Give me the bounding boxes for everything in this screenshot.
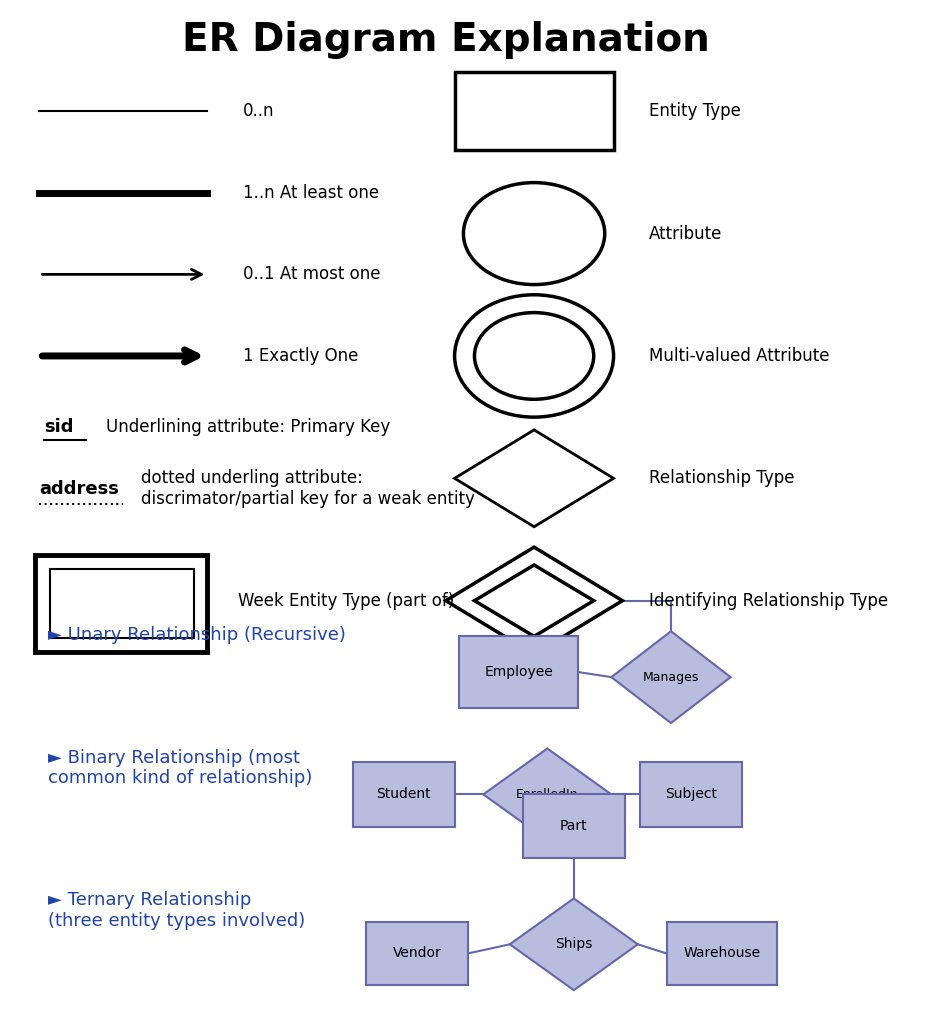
FancyBboxPatch shape (36, 555, 208, 652)
Ellipse shape (454, 295, 613, 417)
Text: sid: sid (44, 418, 74, 436)
Text: Employee: Employee (484, 665, 553, 680)
Text: Ships: Ships (555, 938, 593, 951)
Text: dotted underling attribute:
discrimator/partial key for a weak entity: dotted underling attribute: discrimator/… (141, 469, 475, 508)
Text: Multi-valued Attribute: Multi-valued Attribute (649, 347, 829, 365)
Ellipse shape (464, 183, 605, 285)
FancyBboxPatch shape (50, 570, 194, 638)
Polygon shape (483, 748, 611, 840)
Text: ER Diagram Explanation: ER Diagram Explanation (182, 21, 710, 59)
FancyBboxPatch shape (640, 762, 741, 828)
Polygon shape (611, 631, 730, 723)
FancyBboxPatch shape (523, 795, 625, 857)
Text: Underlining attribute: Primary Key: Underlining attribute: Primary Key (106, 418, 390, 436)
Text: Week Entity Type (part of): Week Entity Type (part of) (238, 592, 454, 610)
Text: Identifying Relationship Type: Identifying Relationship Type (649, 592, 888, 610)
Text: ► Ternary Relationship
(three entity types involved): ► Ternary Relationship (three entity typ… (49, 891, 306, 930)
FancyBboxPatch shape (353, 762, 454, 828)
Text: 1 Exactly One: 1 Exactly One (242, 347, 358, 365)
Text: ► Binary Relationship (most
common kind of relationship): ► Binary Relationship (most common kind … (49, 748, 312, 787)
Text: Part: Part (560, 819, 587, 833)
Text: EnrolledIn: EnrolledIn (516, 787, 579, 801)
Text: Subject: Subject (665, 787, 717, 802)
Text: Vendor: Vendor (393, 947, 441, 960)
Text: Warehouse: Warehouse (683, 947, 760, 960)
Ellipse shape (474, 313, 594, 399)
Text: ► Unary Relationship (Recursive): ► Unary Relationship (Recursive) (49, 626, 346, 645)
Polygon shape (446, 547, 623, 654)
FancyBboxPatch shape (454, 73, 613, 150)
Polygon shape (454, 430, 613, 526)
Text: 0..1 At most one: 0..1 At most one (242, 265, 381, 284)
Text: Student: Student (377, 787, 431, 802)
FancyBboxPatch shape (367, 922, 468, 985)
Text: 0..n: 0..n (242, 102, 274, 120)
Text: Attribute: Attribute (649, 224, 722, 243)
Text: Manages: Manages (642, 670, 699, 684)
Polygon shape (474, 565, 594, 636)
Text: Entity Type: Entity Type (649, 102, 741, 120)
FancyBboxPatch shape (459, 636, 578, 707)
FancyBboxPatch shape (667, 922, 777, 985)
Text: 1..n At least one: 1..n At least one (242, 184, 379, 201)
Text: Relationship Type: Relationship Type (649, 470, 795, 487)
Polygon shape (510, 898, 638, 990)
Text: address: address (39, 479, 120, 498)
